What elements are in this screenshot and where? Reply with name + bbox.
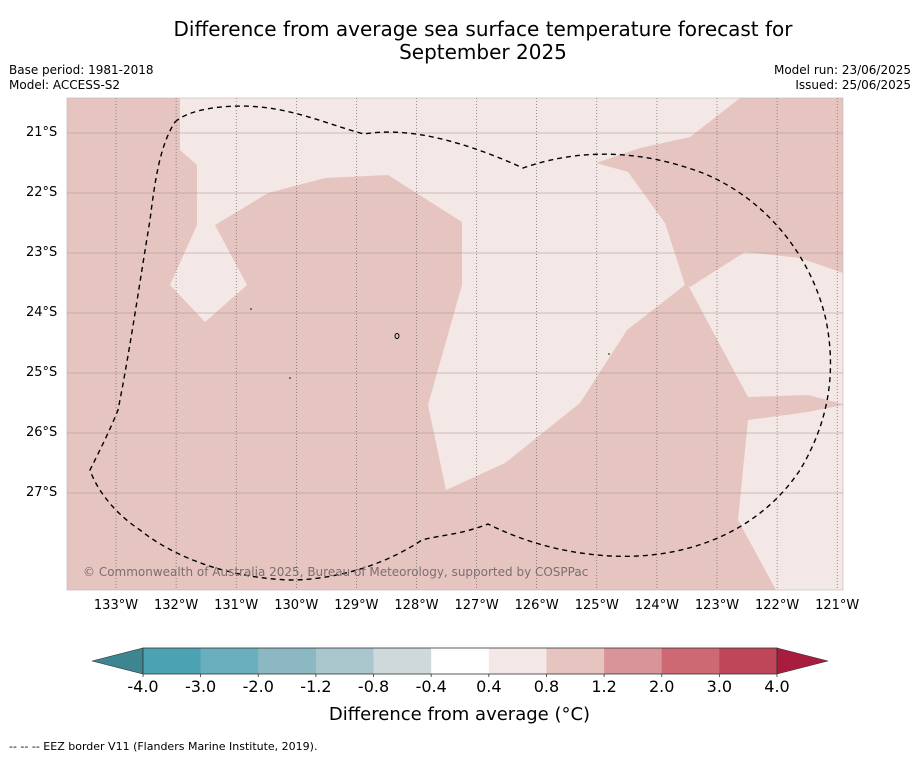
title-line-2: September 2025 [399, 40, 567, 64]
colorbar-segment [315, 648, 374, 674]
colorbar-tick-label: -1.2 [300, 677, 332, 696]
colorbar-tick-label: -2.0 [242, 677, 274, 696]
longitude-label: 125°W [574, 598, 619, 613]
colorbar-tick-label: 4.0 [764, 677, 790, 696]
colorbar-segment [719, 648, 778, 674]
longitude-label: 128°W [394, 598, 439, 613]
eez-border [89, 105, 832, 581]
colorbar-extend-high [776, 647, 829, 675]
longitude-label: 124°W [634, 598, 679, 613]
latitude-label: 23°S [26, 245, 58, 260]
longitude-label: 130°W [274, 598, 319, 613]
latitude-label: 24°S [26, 305, 58, 320]
issued-date: Issued: 25/06/2025 [795, 78, 911, 92]
colorbar-extend-low [91, 647, 144, 675]
colorbar-segment [661, 648, 720, 674]
colorbar-tick-label: 3.0 [706, 677, 733, 696]
longitude-label: 133°W [93, 598, 139, 613]
colorbar-segment [373, 648, 432, 674]
island-marker [394, 333, 400, 339]
anomaly-region-corner [838, 98, 843, 115]
run-info: Model run: 23/06/2025 Issued: 25/06/2025 [774, 63, 911, 93]
longitude-label: 122°W [755, 598, 800, 613]
title-line-1: Difference from average sea surface temp… [173, 17, 793, 41]
latitude-label: 25°S [26, 365, 58, 380]
colorbar-segment [258, 648, 317, 674]
colorbar-segment [200, 648, 259, 674]
colorbar-tick-label: -0.8 [357, 677, 390, 696]
colorbar-segment [546, 648, 605, 674]
colorbar-tick-label: 0.8 [533, 677, 560, 696]
longitude-label: 127°W [454, 598, 499, 613]
chart-title: Difference from average sea surface temp… [0, 18, 919, 64]
colorbar-tick-label: -0.4 [415, 677, 447, 696]
colorbar-segment [488, 648, 547, 674]
latitude-label: 26°S [26, 425, 58, 440]
colorbar-segment [431, 648, 490, 674]
longitude-label: 123°W [694, 598, 740, 613]
colorbar-tick-label: 0.4 [476, 677, 502, 696]
island-marker [289, 377, 291, 379]
colorbar-tick-label: -4.0 [127, 677, 159, 696]
colorbar-segment [604, 648, 663, 674]
latitude-label: 27°S [26, 485, 58, 500]
island-marker [608, 353, 610, 355]
base-info: Base period: 1981-2018 Model: ACCESS-S2 [9, 63, 154, 93]
eez-footnote: -- -- -- EEZ border V11 (Flanders Marine… [9, 740, 318, 753]
copyright-notice: © Commonwealth of Australia 2025, Bureau… [83, 565, 589, 579]
base-period: Base period: 1981-2018 [9, 63, 154, 77]
longitude-label: 126°W [514, 598, 559, 613]
longitude-label: 129°W [334, 598, 379, 613]
latitude-label: 21°S [26, 125, 58, 140]
longitude-label: 121°W [815, 598, 860, 613]
anomaly-region-main [170, 98, 740, 490]
longitude-label: 132°W [154, 598, 199, 613]
latitude-label: 22°S [26, 185, 58, 200]
map-frame [66, 97, 844, 591]
colorbar-title: Difference from average (°C) [328, 704, 591, 725]
colorbar-frame [142, 647, 778, 675]
colorbar-segment [143, 648, 201, 674]
colorbar-tick-label: 2.0 [648, 677, 675, 696]
colorbar-tick-label: 1.2 [591, 677, 617, 696]
anomaly-region-southeast [738, 405, 843, 590]
island-marker [250, 308, 252, 310]
anomaly-region-east [688, 252, 843, 404]
model-run: Model run: 23/06/2025 [773, 63, 911, 77]
colorbar-tick-label: -3.0 [185, 677, 217, 696]
longitude-label: 131°W [214, 598, 259, 613]
model-name: Model: ACCESS-S2 [9, 78, 121, 92]
colorbar [91, 647, 829, 677]
